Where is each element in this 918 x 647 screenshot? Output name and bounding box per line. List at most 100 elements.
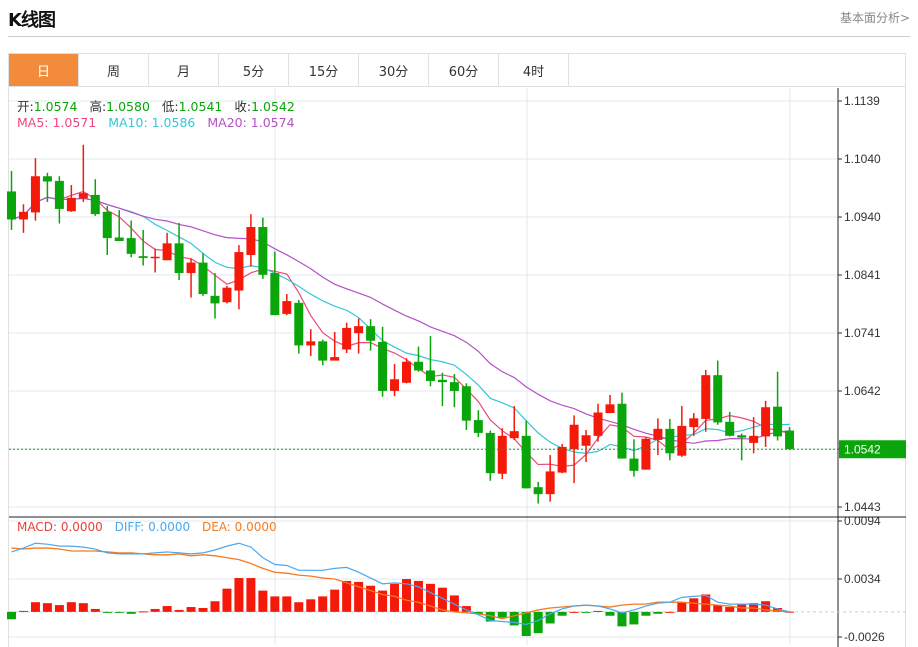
macd-bar-positive bbox=[677, 602, 687, 612]
candle-up bbox=[545, 471, 555, 495]
candle-up bbox=[569, 424, 579, 450]
ma-legend: MA5: 1.0571 MA10: 1.0586 MA20: 1.0574 bbox=[17, 115, 303, 130]
macd-bar-negative bbox=[641, 611, 651, 616]
candle-down bbox=[473, 420, 483, 433]
candle-up bbox=[497, 435, 507, 474]
y-tick-label: 1.0940 bbox=[844, 210, 881, 224]
current-price-tag bbox=[839, 440, 906, 459]
macd-bar-positive bbox=[785, 611, 795, 613]
candle-up bbox=[186, 262, 196, 274]
macd-bar-positive bbox=[18, 610, 28, 612]
macd-bar-negative bbox=[653, 611, 663, 614]
candle-up bbox=[641, 438, 651, 470]
macd-bar-positive bbox=[90, 608, 100, 612]
ma5-value: MA5: 1.0571 bbox=[17, 115, 97, 130]
macd-bar-negative bbox=[545, 611, 555, 624]
candle-down bbox=[210, 295, 220, 304]
macd-bar-positive bbox=[54, 605, 64, 612]
macd-bar-positive bbox=[390, 583, 400, 612]
ma20-value: MA20: 1.0574 bbox=[207, 115, 295, 130]
candle-down bbox=[54, 180, 64, 209]
candle-up bbox=[402, 361, 412, 383]
macd-bar-positive bbox=[593, 610, 603, 612]
tab-60min[interactable]: 60分 bbox=[429, 54, 499, 86]
candle-down bbox=[378, 341, 388, 391]
candle-up bbox=[581, 435, 591, 446]
macd-bar-positive bbox=[150, 608, 160, 612]
close-label: 收: bbox=[234, 99, 252, 114]
candle-up bbox=[306, 341, 316, 346]
y-tick-label: 1.1040 bbox=[844, 152, 881, 166]
macd-bar-positive bbox=[425, 583, 435, 612]
candle-down bbox=[366, 326, 376, 341]
tab-day[interactable]: 日 bbox=[9, 54, 79, 86]
candle-down bbox=[174, 243, 184, 274]
macd-bar-positive bbox=[437, 587, 447, 612]
macd-bar-negative bbox=[629, 611, 639, 625]
candle-down bbox=[725, 421, 735, 436]
macd-y-tick-label: 0.0094 bbox=[844, 514, 881, 528]
candle-down bbox=[7, 191, 16, 220]
candle-up bbox=[18, 211, 28, 220]
macd-bar-positive bbox=[342, 580, 352, 612]
tab-30min[interactable]: 30分 bbox=[359, 54, 429, 86]
candle-down bbox=[198, 262, 208, 295]
macd-bar-positive bbox=[42, 603, 52, 612]
chart-frame bbox=[8, 87, 906, 647]
macd-bar-positive bbox=[258, 590, 268, 612]
page-title: K线图 bbox=[8, 10, 56, 31]
macd-y-tick-label: -0.0026 bbox=[844, 630, 885, 644]
candle-up bbox=[162, 243, 172, 261]
macd-bar-negative bbox=[102, 611, 112, 613]
high-value: 1.0580 bbox=[106, 99, 150, 114]
macd-bar-negative bbox=[485, 611, 495, 622]
tab-15min[interactable]: 15分 bbox=[289, 54, 359, 86]
candle-up bbox=[677, 425, 687, 456]
candle-down bbox=[102, 211, 112, 239]
candle-up bbox=[342, 327, 352, 350]
macd-bar-positive bbox=[294, 602, 304, 612]
candle-down bbox=[114, 237, 124, 241]
candle-up bbox=[330, 357, 340, 361]
candle-up bbox=[354, 326, 364, 334]
macd-bar-negative bbox=[126, 611, 136, 614]
macd-bar-positive bbox=[665, 611, 675, 613]
candle-up bbox=[150, 256, 160, 259]
candle-down bbox=[773, 406, 783, 437]
candle-down bbox=[294, 302, 304, 346]
macd-bar-positive bbox=[246, 578, 256, 612]
candle-up bbox=[222, 287, 232, 303]
y-tick-label: 1.0443 bbox=[844, 500, 881, 514]
diff-line bbox=[11, 542, 790, 626]
candle-up bbox=[78, 193, 88, 199]
tab-4hour[interactable]: 4时 bbox=[499, 54, 569, 86]
macd-bar-positive bbox=[210, 601, 220, 612]
candle-up bbox=[30, 176, 40, 213]
divider bbox=[8, 36, 910, 37]
candle-down bbox=[533, 487, 543, 495]
macd-bar-positive bbox=[366, 585, 376, 612]
ma10-line bbox=[11, 196, 790, 454]
tab-5min[interactable]: 5分 bbox=[219, 54, 289, 86]
candle-up bbox=[246, 227, 256, 255]
macd-bar-positive bbox=[701, 594, 711, 612]
tab-month[interactable]: 月 bbox=[149, 54, 219, 86]
candle-up bbox=[605, 404, 615, 414]
macd-bar-negative bbox=[605, 611, 615, 616]
macd-bar-positive bbox=[186, 607, 196, 612]
candle-up bbox=[689, 418, 699, 428]
macd-bar-negative bbox=[581, 611, 591, 613]
tab-week[interactable]: 周 bbox=[79, 54, 149, 86]
macd-bar-positive bbox=[725, 607, 735, 612]
macd-bar-positive bbox=[30, 602, 40, 612]
fundamental-analysis-link[interactable]: 基本面分析> bbox=[839, 11, 910, 25]
candle-down bbox=[785, 430, 795, 450]
current-price-label: 1.0542 bbox=[844, 442, 881, 456]
candle-up bbox=[593, 412, 603, 436]
macd-bar-positive bbox=[354, 581, 364, 612]
candle-up bbox=[701, 375, 711, 419]
macd-bar-positive bbox=[198, 608, 208, 612]
candle-down bbox=[485, 432, 495, 474]
macd-bar-positive bbox=[402, 579, 412, 612]
